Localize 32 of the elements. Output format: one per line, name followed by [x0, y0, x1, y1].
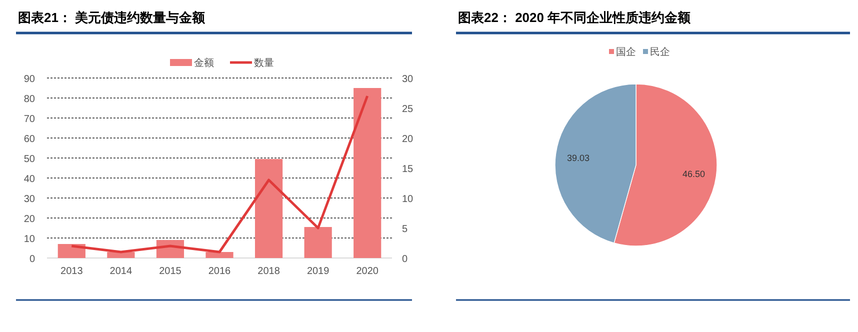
- y-tick-label: 40: [24, 174, 36, 185]
- y2-tick-label: 10: [402, 194, 414, 205]
- legend-label: 民企: [650, 46, 670, 58]
- data-label: 39.03: [566, 153, 590, 164]
- x-tick-label: 2019: [306, 266, 330, 277]
- legend-label: 数量: [254, 58, 274, 69]
- y2-tick-label: 25: [402, 104, 414, 115]
- x-tick-label: 2018: [258, 266, 280, 277]
- y2-tick-label: 5: [402, 224, 408, 235]
- title: 图表21： 美元债违约数量与金额: [18, 10, 206, 25]
- y-tick-label: 60: [24, 134, 36, 145]
- y-tick-label: 50: [24, 154, 36, 165]
- y2-tick-label: 15: [402, 164, 414, 175]
- legend-label: 金额: [194, 57, 214, 69]
- y-tick-label: 30: [24, 194, 36, 205]
- y-tick-label: 0: [29, 254, 36, 265]
- x-tick-label: 2013: [60, 266, 84, 277]
- y-tick-label: 20: [24, 214, 36, 225]
- y-tick-label: 90: [24, 74, 36, 85]
- data-label: 46.50: [682, 168, 706, 179]
- title: 图表22： 2020 年不同企业性质违约金额: [458, 10, 691, 25]
- y-tick-label: 80: [24, 94, 36, 105]
- y2-tick-label: 30: [402, 74, 414, 85]
- y2-tick-label: 0: [402, 254, 408, 265]
- y2-tick-label: 20: [402, 134, 414, 145]
- x-tick-label: 2015: [159, 266, 182, 277]
- x-tick-label: 2014: [110, 266, 132, 277]
- x-tick-label: 2016: [208, 266, 232, 277]
- x-tick-label: 2020: [356, 266, 379, 277]
- y-tick-label: 70: [24, 114, 36, 125]
- y-tick-label: 10: [24, 234, 36, 245]
- legend-label: 国企: [616, 46, 636, 58]
